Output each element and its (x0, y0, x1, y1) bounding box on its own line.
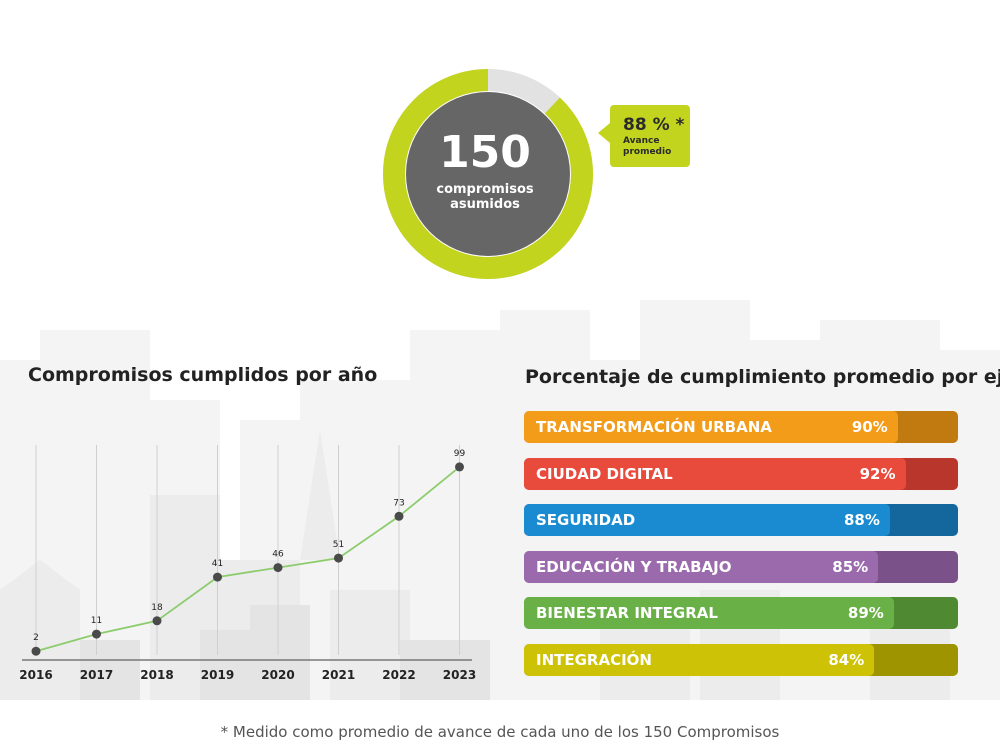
total-commitments-label-line1: compromisos (436, 182, 534, 197)
bar-label: EDUCACIÓN Y TRABAJO (536, 557, 732, 576)
data-label: 2 (33, 633, 39, 643)
bars-chart-title: Porcentaje de cumplimiento promedio por … (525, 366, 1000, 388)
x-tick-label: 2018 (140, 668, 173, 682)
bar-row: SEGURIDAD 88% (524, 504, 958, 536)
bar-value-label: 88% (844, 511, 880, 529)
bar-label: BIENESTAR INTEGRAL (536, 604, 718, 622)
data-label: 99 (454, 449, 466, 459)
bar-label: INTEGRACIÓN (536, 650, 652, 669)
bar-fill (524, 550, 879, 583)
bar-fill (524, 457, 906, 490)
data-point (334, 553, 343, 563)
bar-row: INTEGRACIÓN 84% (524, 643, 958, 676)
footnote: * Medido como promedio de avance de cada… (220, 723, 780, 741)
data-label: 18 (151, 603, 163, 613)
data-point (394, 511, 404, 521)
bar-label: CIUDAD DIGITAL (536, 464, 673, 483)
line-chart-title: Compromisos cumplidos por año (28, 364, 378, 386)
bar-label: TRANSFORMACIÓN URBANA (536, 418, 772, 436)
x-tick-label: 2019 (201, 668, 234, 682)
data-point (213, 572, 222, 582)
data-label: 11 (91, 616, 102, 626)
compliance-by-axis-bars: TRANSFORMACIÓN URBANA 90% CIUDAD DIGITAL 92… (524, 411, 958, 690)
bar-fill (524, 504, 890, 536)
bar-value-label: 84% (828, 650, 865, 669)
bar-row: EDUCACIÓN Y TRABAJO 85% (524, 550, 958, 583)
bar-row: CIUDAD DIGITAL 92% (524, 457, 958, 490)
progress-donut (383, 69, 593, 279)
x-tick-label: 2023 (443, 668, 476, 682)
total-commitments-label: compromisos asumidos (410, 182, 560, 212)
bar-value-label: 85% (832, 557, 869, 576)
total-commitments-label-line2: asumidos (450, 197, 520, 212)
data-point (152, 616, 162, 626)
bar-value-label: 89% (847, 604, 884, 622)
x-tick-label: 2016 (19, 668, 52, 682)
average-progress-value: 88 % * (623, 115, 685, 135)
average-progress-label-line1: Avance (623, 136, 660, 146)
data-label: 41 (212, 559, 223, 569)
average-progress-label-line2: promedio (623, 147, 672, 157)
data-label: 73 (393, 498, 404, 508)
data-point (31, 646, 41, 656)
x-tick-label: 2020 (261, 668, 294, 682)
data-label: 51 (333, 540, 344, 550)
average-progress-callout: 88 % * Avance promedio (598, 105, 690, 167)
donut-progress-arc (383, 69, 593, 279)
bar-fill (524, 597, 894, 629)
series-line (35, 466, 461, 653)
x-tick-label: 2021 (322, 668, 355, 682)
total-commitments-value: 150 (439, 127, 531, 178)
bar-value-label: 90% (851, 418, 888, 436)
x-tick-label: 2017 (80, 668, 113, 682)
average-progress-label: Avance promedio (623, 136, 687, 158)
bar-row: BIENESTAR INTEGRAL 89% (524, 597, 958, 629)
data-point (92, 629, 101, 639)
data-point (273, 563, 283, 573)
x-tick-label: 2022 (382, 668, 415, 682)
donut-center (406, 92, 570, 256)
data-point (455, 462, 464, 472)
bar-value-label: 92% (859, 464, 896, 483)
bar-fill (524, 411, 898, 443)
commitments-per-year-line-chart: 2 2016 11 2017 18 2018 41 2019 46 2020 51 2021 73 202… (19, 445, 476, 682)
data-label: 46 (272, 550, 284, 560)
bar-label: SEGURIDAD (536, 511, 636, 529)
bar-fill (524, 643, 875, 676)
bar-row: TRANSFORMACIÓN URBANA 90% (524, 411, 958, 443)
